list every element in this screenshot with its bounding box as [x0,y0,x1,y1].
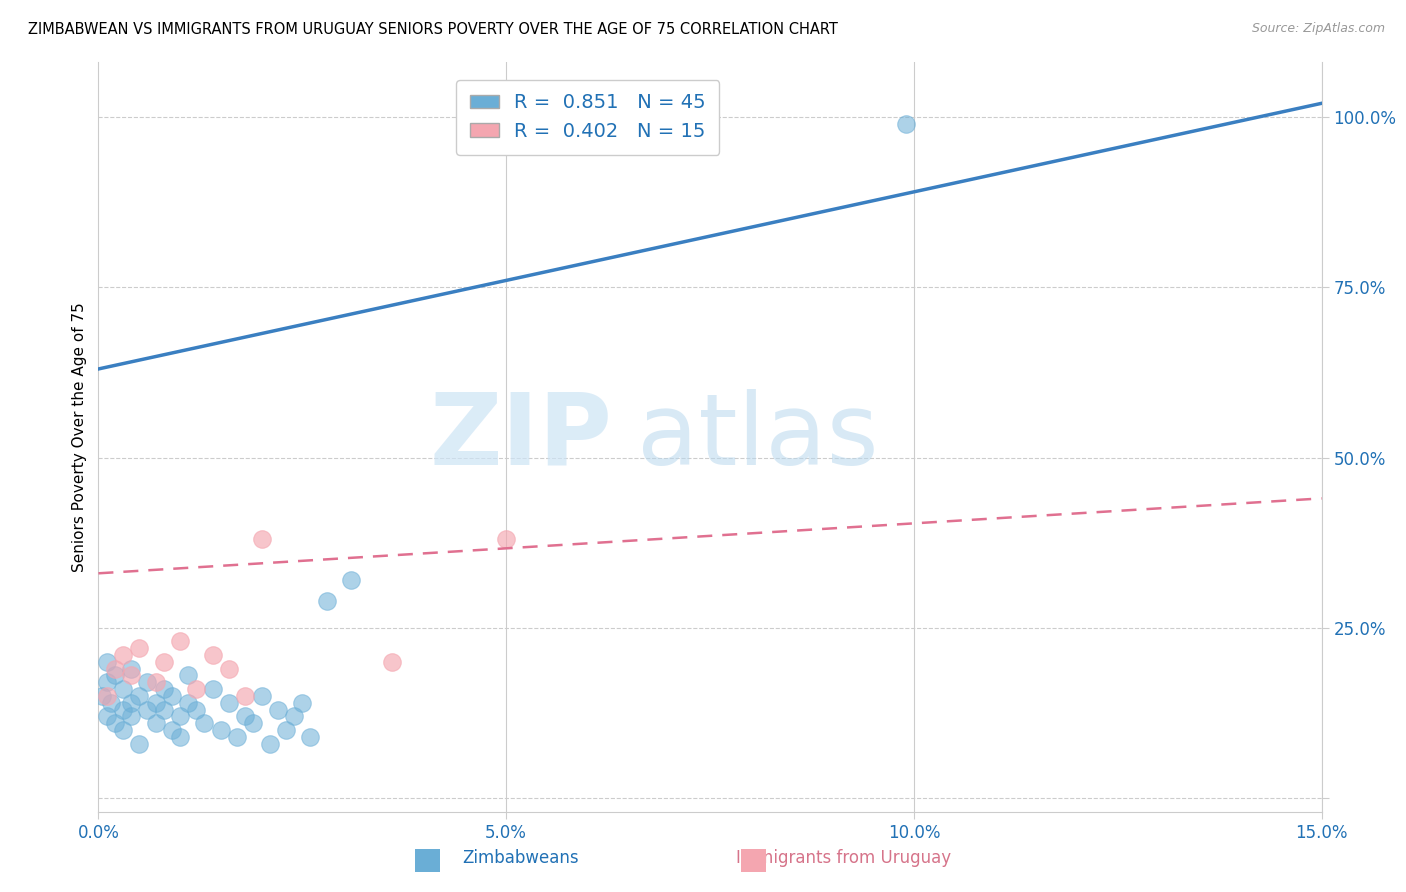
Point [96,655,118,669]
Point [201,648,224,662]
Point [177,668,200,682]
Point [120,696,142,710]
Point [145,675,167,690]
Point [274,723,297,737]
Point [201,682,224,697]
Point [104,668,127,682]
Point [145,716,167,731]
Point [250,689,273,703]
Y-axis label: Seniors Poverty Over the Age of 75: Seniors Poverty Over the Age of 75 [72,302,87,572]
Point [128,689,150,703]
Point [186,702,208,716]
Point [104,662,127,676]
Point [242,716,264,731]
Point [120,709,142,723]
Point [91,689,114,703]
Point [299,730,322,744]
Point [136,702,159,716]
Point [267,702,290,716]
Text: Zimbabweans: Zimbabweans [463,849,578,867]
Text: Immigrants from Uruguay: Immigrants from Uruguay [735,849,952,867]
Text: ZIP: ZIP [429,389,612,485]
Point [233,689,256,703]
Point [152,702,174,716]
Point [233,709,256,723]
Point [160,689,183,703]
Point [120,668,142,682]
Point [111,648,134,662]
Point [250,533,273,547]
Point [226,730,249,744]
Point [177,696,200,710]
Point [340,573,363,587]
Point [209,723,232,737]
Point [128,737,150,751]
Point [315,593,337,607]
Point [128,641,150,656]
Point [283,709,305,723]
Text: Source: ZipAtlas.com: Source: ZipAtlas.com [1251,22,1385,36]
Point [291,696,314,710]
Legend: R =  0.851   N = 45, R =  0.402   N = 15: R = 0.851 N = 45, R = 0.402 N = 15 [456,79,720,154]
Point [104,716,127,731]
Point [136,675,159,690]
Point [145,696,167,710]
Point [160,723,183,737]
Point [186,682,208,697]
Point [169,730,191,744]
Text: ZIMBABWEAN VS IMMIGRANTS FROM URUGUAY SENIORS POVERTY OVER THE AGE OF 75 CORRELA: ZIMBABWEAN VS IMMIGRANTS FROM URUGUAY SE… [28,22,838,37]
Point [169,634,191,648]
Point [111,702,134,716]
Point [120,662,142,676]
Point [218,696,240,710]
Point [96,675,118,690]
Point [96,689,118,703]
Point [111,682,134,697]
Point [152,655,174,669]
Point [193,716,215,731]
Point [894,117,917,131]
Point [381,655,404,669]
Point [259,737,281,751]
Point [100,696,122,710]
Text: atlas: atlas [637,389,879,485]
Point [96,709,118,723]
Point [152,682,174,697]
Point [169,709,191,723]
Point [495,533,517,547]
Point [111,723,134,737]
Point [218,662,240,676]
